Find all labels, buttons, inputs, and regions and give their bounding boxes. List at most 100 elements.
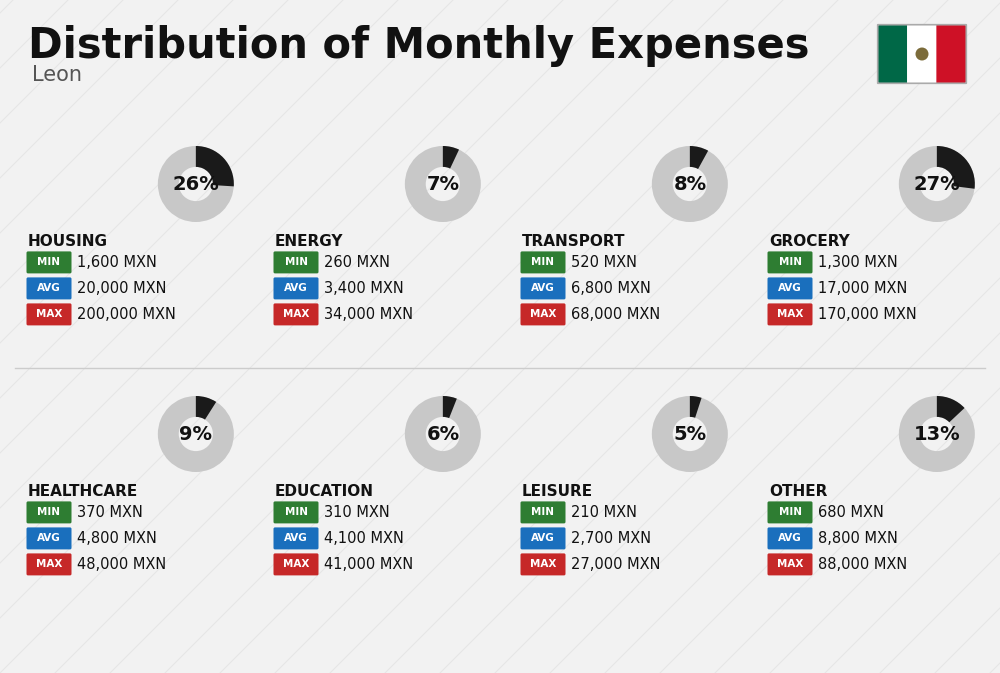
Text: 68,000 MXN: 68,000 MXN [571,307,660,322]
FancyBboxPatch shape [26,277,72,299]
Text: 6%: 6% [426,425,459,444]
Text: 6,800 MXN: 6,800 MXN [571,281,651,296]
Text: MIN: MIN [285,507,308,518]
FancyBboxPatch shape [26,304,72,326]
Text: 34,000 MXN: 34,000 MXN [324,307,413,322]
FancyBboxPatch shape [274,304,318,326]
Text: 1,300 MXN: 1,300 MXN [818,255,898,270]
Wedge shape [690,146,708,169]
FancyBboxPatch shape [520,277,566,299]
Wedge shape [405,146,481,222]
Text: MAX: MAX [283,559,309,569]
Wedge shape [652,146,728,222]
Text: 8,800 MXN: 8,800 MXN [818,531,898,546]
Wedge shape [196,396,216,419]
FancyBboxPatch shape [907,25,937,83]
Text: 8%: 8% [673,174,706,194]
Text: 48,000 MXN: 48,000 MXN [77,557,166,572]
Text: MAX: MAX [283,310,309,320]
Text: 4,800 MXN: 4,800 MXN [77,531,157,546]
Text: AVG: AVG [531,283,555,293]
Wedge shape [405,396,481,472]
Text: Leon: Leon [32,65,82,85]
Text: Distribution of Monthly Expenses: Distribution of Monthly Expenses [28,25,810,67]
Text: MAX: MAX [530,559,556,569]
Text: AVG: AVG [37,283,61,293]
Text: 20,000 MXN: 20,000 MXN [77,281,166,296]
Text: 26%: 26% [172,174,219,194]
FancyBboxPatch shape [520,501,566,524]
Text: MAX: MAX [777,559,803,569]
Text: 310 MXN: 310 MXN [324,505,390,520]
Text: 200,000 MXN: 200,000 MXN [77,307,176,322]
Text: 2,700 MXN: 2,700 MXN [571,531,651,546]
Wedge shape [899,146,975,222]
FancyBboxPatch shape [274,501,318,524]
FancyBboxPatch shape [274,277,318,299]
Text: 7%: 7% [426,174,459,194]
Text: GROCERY: GROCERY [769,234,850,250]
Text: LEISURE: LEISURE [522,485,593,499]
Text: MIN: MIN [38,257,60,267]
Text: AVG: AVG [778,534,802,543]
Text: 9%: 9% [179,425,212,444]
Text: 260 MXN: 260 MXN [324,255,390,270]
Text: 17,000 MXN: 17,000 MXN [818,281,907,296]
FancyBboxPatch shape [768,304,812,326]
Wedge shape [899,396,975,472]
Text: MIN: MIN [778,257,802,267]
FancyBboxPatch shape [26,528,72,549]
Wedge shape [652,396,728,472]
Wedge shape [196,146,234,186]
Text: AVG: AVG [284,534,308,543]
Text: 210 MXN: 210 MXN [571,505,637,520]
Text: MIN: MIN [532,507,554,518]
Circle shape [916,48,928,61]
Text: 370 MXN: 370 MXN [77,505,143,520]
Text: 27,000 MXN: 27,000 MXN [571,557,660,572]
FancyBboxPatch shape [26,501,72,524]
FancyBboxPatch shape [768,501,812,524]
FancyBboxPatch shape [274,252,318,273]
Text: 4,100 MXN: 4,100 MXN [324,531,404,546]
Text: MIN: MIN [778,507,802,518]
Text: 88,000 MXN: 88,000 MXN [818,557,907,572]
FancyBboxPatch shape [520,553,566,575]
Wedge shape [690,396,702,418]
Text: MIN: MIN [532,257,554,267]
Text: 3,400 MXN: 3,400 MXN [324,281,404,296]
FancyBboxPatch shape [936,25,966,83]
Text: 1,600 MXN: 1,600 MXN [77,255,157,270]
Text: EDUCATION: EDUCATION [275,485,374,499]
Text: 5%: 5% [673,425,706,444]
FancyBboxPatch shape [768,277,812,299]
Text: MAX: MAX [36,559,62,569]
FancyBboxPatch shape [26,252,72,273]
Text: 41,000 MXN: 41,000 MXN [324,557,413,572]
FancyBboxPatch shape [768,553,812,575]
FancyBboxPatch shape [274,528,318,549]
Text: ENERGY: ENERGY [275,234,344,250]
Text: AVG: AVG [37,534,61,543]
Wedge shape [443,146,459,168]
Wedge shape [937,396,965,422]
Wedge shape [443,396,457,418]
FancyBboxPatch shape [768,528,812,549]
Text: 27%: 27% [914,174,960,194]
Text: OTHER: OTHER [769,485,827,499]
FancyBboxPatch shape [520,528,566,549]
Text: 13%: 13% [914,425,960,444]
Wedge shape [937,146,975,188]
FancyBboxPatch shape [520,252,566,273]
Text: 680 MXN: 680 MXN [818,505,884,520]
FancyBboxPatch shape [768,252,812,273]
FancyBboxPatch shape [26,553,72,575]
FancyBboxPatch shape [878,25,908,83]
FancyBboxPatch shape [520,304,566,326]
Text: AVG: AVG [778,283,802,293]
Wedge shape [158,396,234,472]
Text: MIN: MIN [38,507,60,518]
Text: HOUSING: HOUSING [28,234,108,250]
Wedge shape [158,146,234,222]
Text: TRANSPORT: TRANSPORT [522,234,626,250]
